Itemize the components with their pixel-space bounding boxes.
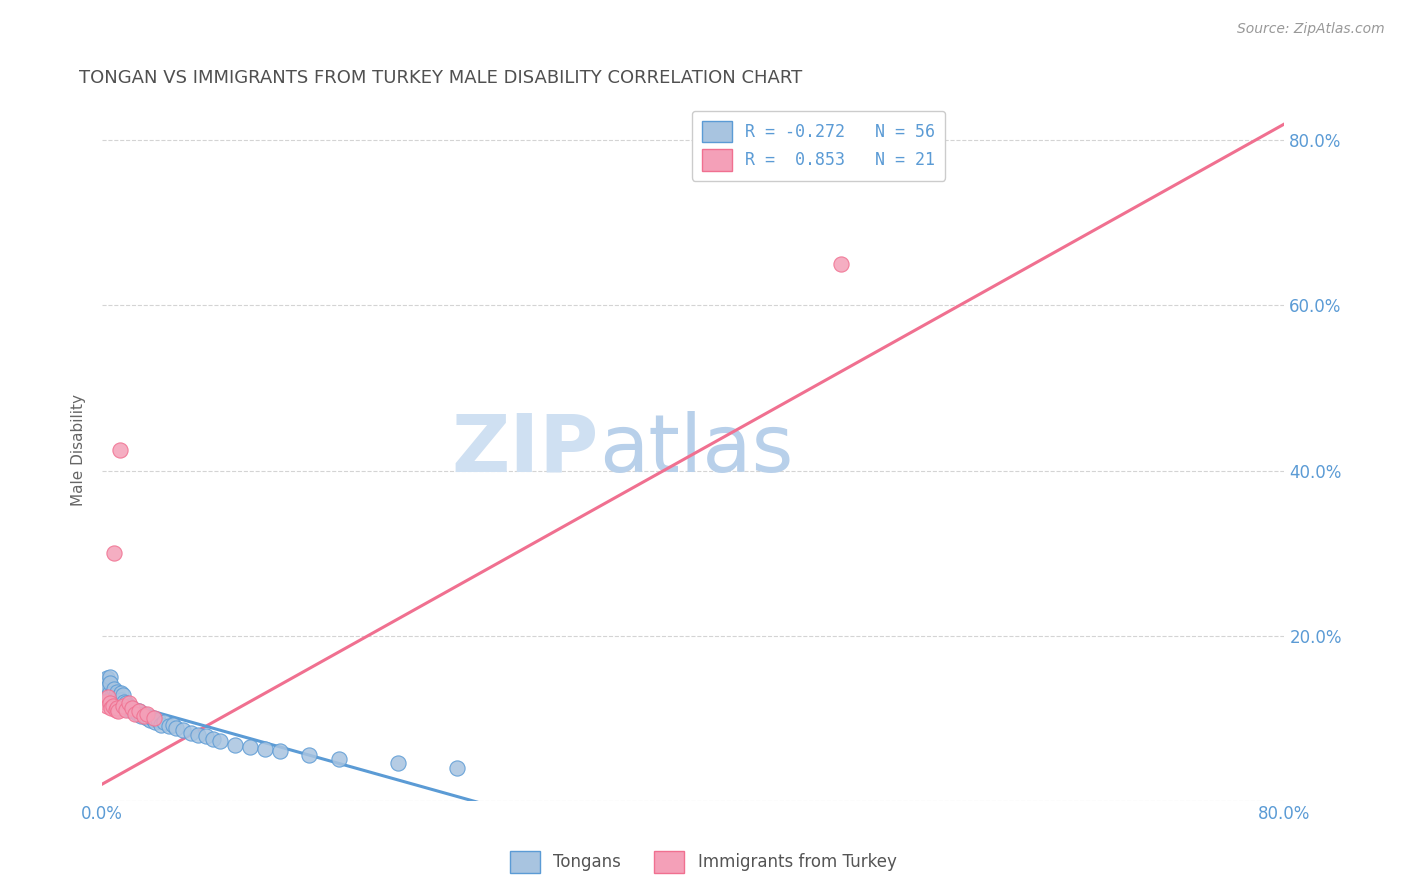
Point: [112, 695, 135, 709]
Point: [187, 728, 209, 742]
Point: [115, 696, 138, 710]
Point: [111, 688, 134, 702]
Point: [194, 729, 217, 743]
Point: [135, 711, 157, 725]
Text: ZIP: ZIP: [451, 411, 599, 489]
Point: [122, 705, 145, 719]
Point: [157, 719, 180, 733]
Point: [145, 715, 167, 730]
Point: [103, 682, 125, 697]
Point: [121, 701, 143, 715]
Point: [209, 734, 232, 748]
Point: [148, 713, 170, 727]
Point: [97, 680, 120, 694]
Point: [107, 695, 129, 709]
Point: [165, 721, 187, 735]
Point: [118, 698, 141, 713]
Point: [115, 703, 138, 717]
Y-axis label: Male Disability: Male Disability: [72, 394, 86, 506]
Point: [150, 717, 173, 731]
Point: [180, 726, 202, 740]
Point: [269, 744, 291, 758]
Point: [141, 711, 163, 725]
Point: [253, 742, 276, 756]
Point: [105, 701, 128, 715]
Point: [128, 705, 150, 719]
Point: [128, 705, 150, 719]
Point: [104, 703, 127, 717]
Point: [94, 678, 117, 692]
Text: TONGAN VS IMMIGRANTS FROM TURKEY MALE DISABILITY CORRELATION CHART: TONGAN VS IMMIGRANTS FROM TURKEY MALE DI…: [79, 69, 801, 87]
Point: [100, 701, 122, 715]
Point: [162, 717, 184, 731]
Point: [104, 688, 127, 702]
Point: [830, 257, 852, 271]
Point: [124, 703, 146, 717]
Point: [93, 673, 115, 688]
Point: [135, 706, 157, 721]
Point: [328, 752, 350, 766]
Point: [129, 709, 152, 723]
Point: [112, 698, 135, 713]
Point: [446, 761, 468, 775]
Point: [108, 442, 131, 457]
Legend: Tongans, Immigrants from Turkey: Tongans, Immigrants from Turkey: [503, 845, 903, 880]
Text: Source: ZipAtlas.com: Source: ZipAtlas.com: [1237, 22, 1385, 37]
Point: [118, 696, 141, 710]
Point: [138, 713, 160, 727]
Point: [127, 706, 149, 721]
Point: [98, 670, 121, 684]
Point: [107, 690, 129, 705]
Point: [132, 709, 155, 723]
Point: [142, 711, 165, 725]
Point: [117, 701, 139, 715]
Point: [110, 686, 132, 700]
Point: [298, 748, 321, 763]
Point: [94, 695, 117, 709]
Point: [108, 696, 131, 710]
Point: [97, 682, 120, 697]
Point: [111, 698, 134, 713]
Point: [153, 715, 176, 730]
Point: [239, 739, 262, 754]
Point: [98, 684, 121, 698]
Point: [224, 738, 246, 752]
Point: [101, 686, 124, 700]
Point: [103, 546, 125, 560]
Point: [107, 705, 129, 719]
Point: [97, 690, 120, 705]
Point: [105, 684, 128, 698]
Point: [105, 690, 128, 705]
Legend: R = -0.272   N = 56, R =  0.853   N = 21: R = -0.272 N = 56, R = 0.853 N = 21: [692, 111, 945, 180]
Point: [98, 696, 121, 710]
Point: [96, 698, 118, 713]
Text: atlas: atlas: [599, 411, 793, 489]
Point: [173, 723, 195, 738]
Point: [96, 672, 118, 686]
Point: [110, 693, 132, 707]
Point: [98, 676, 121, 690]
Point: [120, 703, 142, 717]
Point: [387, 756, 409, 771]
Point: [202, 731, 225, 746]
Point: [121, 701, 143, 715]
Point: [101, 698, 124, 713]
Point: [124, 706, 146, 721]
Point: [132, 706, 155, 721]
